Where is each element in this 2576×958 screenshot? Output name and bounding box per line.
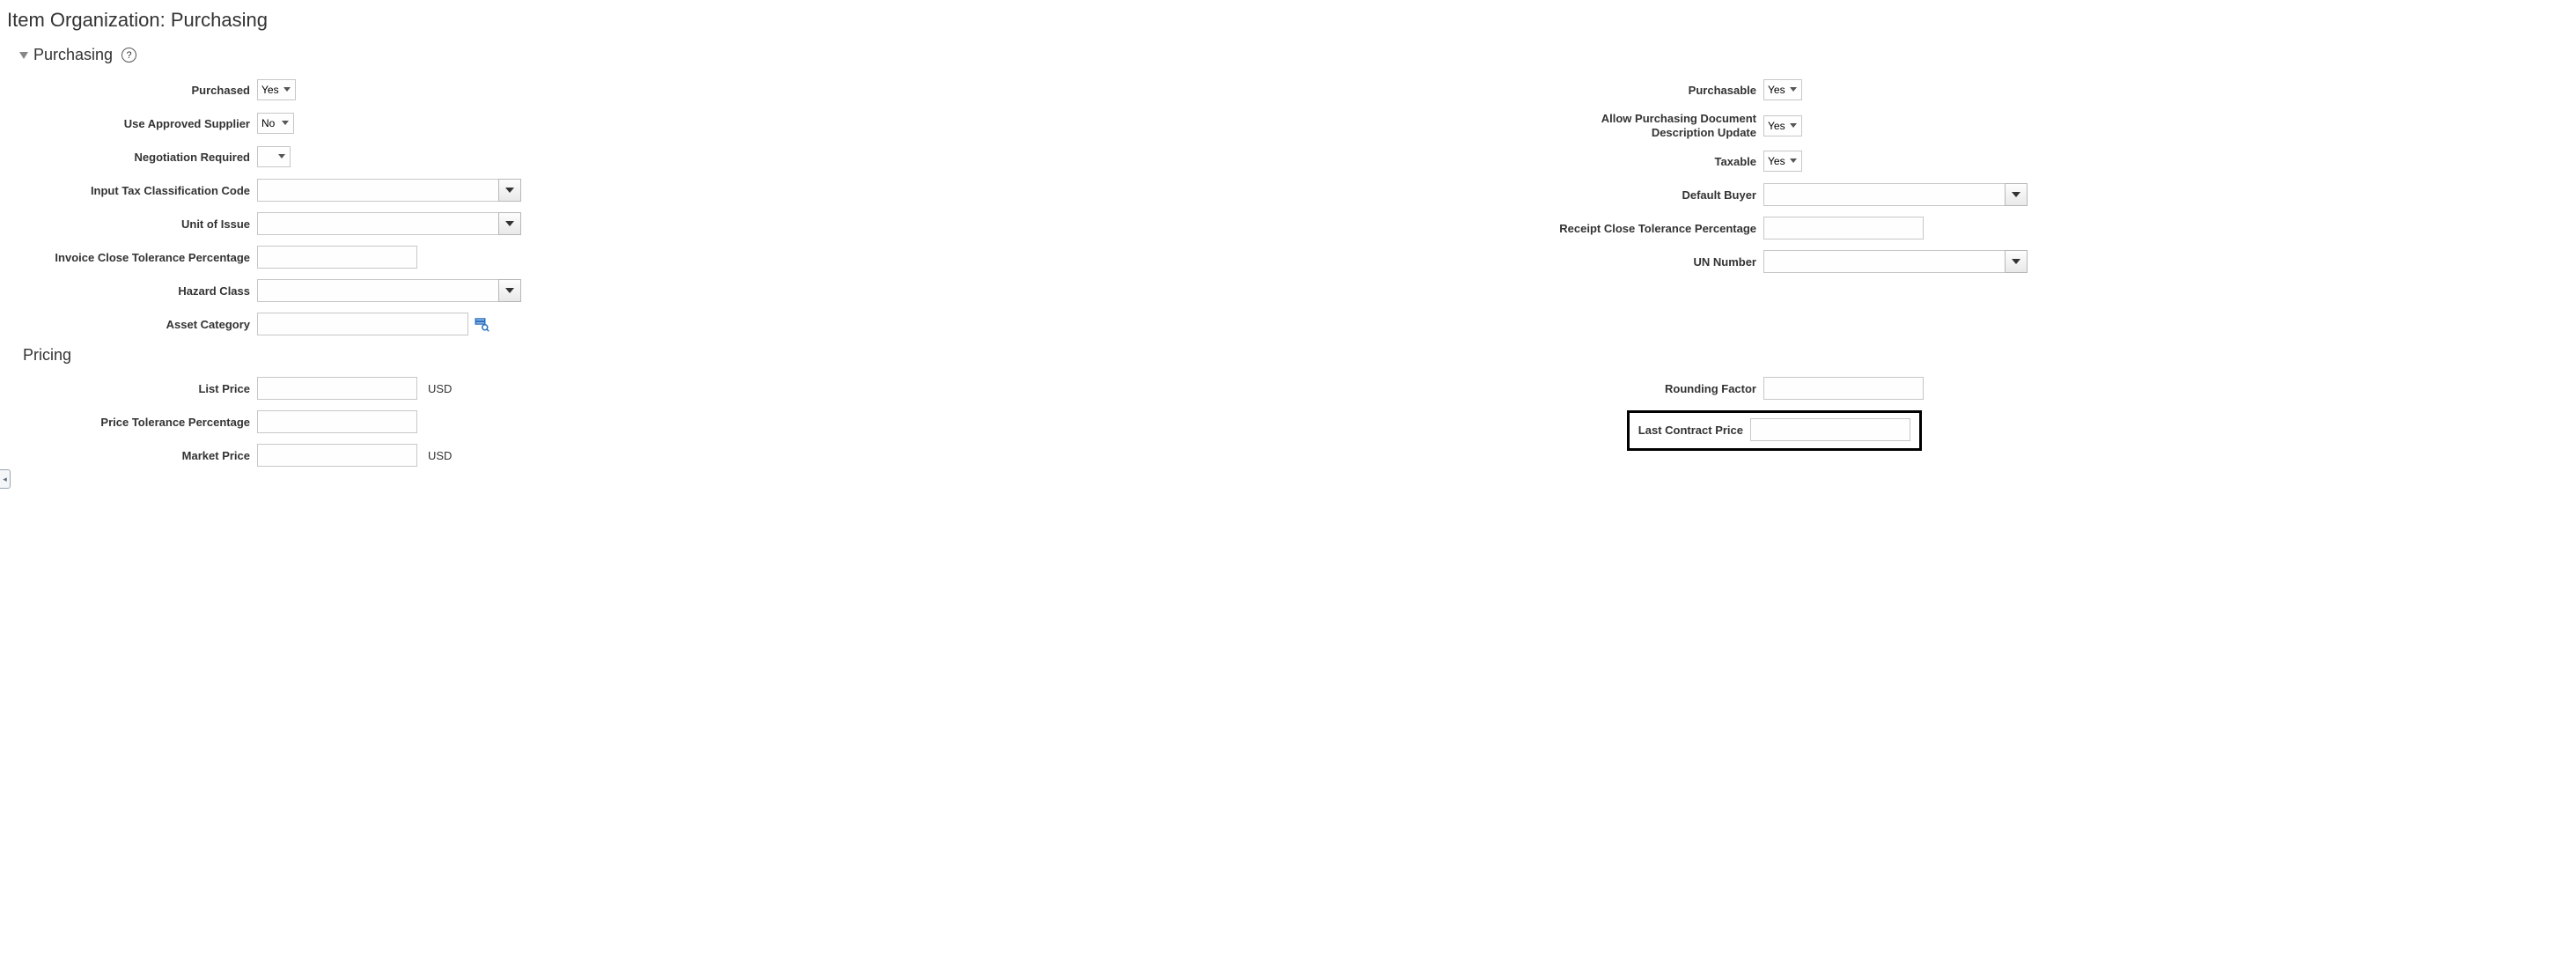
taxable-label: Taxable — [1288, 155, 1763, 168]
pricing-section-title: Pricing — [23, 346, 2569, 365]
default-buyer-input[interactable] — [1763, 183, 2005, 206]
unit-of-issue-label: Unit of Issue — [7, 217, 257, 231]
un-number-combo[interactable] — [1763, 250, 2028, 273]
collapse-icon — [19, 52, 28, 59]
page-title: Item Organization: Purchasing — [7, 9, 2569, 32]
hazard-class-label: Hazard Class — [7, 284, 257, 298]
last-contract-price-highlight: Last Contract Price — [1627, 410, 1922, 451]
unit-of-issue-dropdown-button[interactable] — [498, 212, 521, 235]
receipt-close-tol-label: Receipt Close Tolerance Percentage — [1288, 222, 1763, 235]
rounding-factor-input[interactable] — [1763, 377, 1924, 400]
hazard-class-input[interactable] — [257, 279, 498, 302]
price-tol-label: Price Tolerance Percentage — [7, 416, 257, 429]
chevron-down-icon — [2012, 259, 2020, 264]
purchased-select[interactable]: Yes — [257, 79, 296, 100]
allow-doc-desc-update-select[interactable]: Yes — [1763, 115, 1802, 136]
default-buyer-combo[interactable] — [1763, 183, 2028, 206]
default-buyer-label: Default Buyer — [1288, 188, 1763, 202]
market-price-currency: USD — [428, 449, 452, 462]
chevron-down-icon — [505, 221, 514, 226]
use-approved-supplier-select[interactable]: No — [257, 113, 294, 134]
search-lookup-icon[interactable] — [474, 316, 489, 332]
list-price-currency: USD — [428, 382, 452, 395]
negotiation-required-label: Negotiation Required — [7, 151, 257, 164]
rounding-factor-label: Rounding Factor — [1288, 382, 1763, 395]
un-number-dropdown-button[interactable] — [2005, 250, 2028, 273]
side-expand-handle[interactable]: ◂ — [0, 469, 11, 489]
un-number-input[interactable] — [1763, 250, 2005, 273]
purchasable-label: Purchasable — [1288, 84, 1763, 97]
receipt-close-tol-input[interactable] — [1763, 217, 1924, 240]
section-title: Purchasing — [33, 46, 113, 64]
asset-category-input[interactable] — [257, 313, 468, 335]
purchased-label: Purchased — [7, 84, 257, 97]
unit-of-issue-input[interactable] — [257, 212, 498, 235]
taxable-select[interactable]: Yes — [1763, 151, 1802, 172]
hazard-class-dropdown-button[interactable] — [498, 279, 521, 302]
input-tax-code-label: Input Tax Classification Code — [7, 184, 257, 197]
list-price-label: List Price — [7, 382, 257, 395]
un-number-label: UN Number — [1288, 255, 1763, 269]
market-price-label: Market Price — [7, 449, 257, 462]
purchasing-section-header[interactable]: Purchasing ? — [19, 46, 2569, 64]
asset-category-label: Asset Category — [7, 318, 257, 331]
market-price-input[interactable] — [257, 444, 417, 467]
invoice-close-tol-input[interactable] — [257, 246, 417, 269]
last-contract-price-input[interactable] — [1750, 418, 1910, 441]
allow-doc-desc-update-label: Allow Purchasing DocumentDescription Upd… — [1288, 112, 1763, 139]
chevron-down-icon — [2012, 192, 2020, 197]
unit-of-issue-combo[interactable] — [257, 212, 521, 235]
list-price-input[interactable] — [257, 377, 417, 400]
purchasable-select[interactable]: Yes — [1763, 79, 1802, 100]
use-approved-supplier-label: Use Approved Supplier — [7, 117, 257, 130]
chevron-down-icon — [505, 188, 514, 193]
chevron-down-icon — [505, 288, 514, 293]
help-icon[interactable]: ? — [121, 48, 136, 63]
input-tax-code-combo[interactable] — [257, 179, 521, 202]
input-tax-code-dropdown-button[interactable] — [498, 179, 521, 202]
input-tax-code-input[interactable] — [257, 179, 498, 202]
last-contract-price-label: Last Contract Price — [1630, 424, 1750, 437]
hazard-class-combo[interactable] — [257, 279, 521, 302]
negotiation-required-select[interactable] — [257, 146, 291, 167]
price-tol-input[interactable] — [257, 410, 417, 433]
default-buyer-dropdown-button[interactable] — [2005, 183, 2028, 206]
invoice-close-tol-label: Invoice Close Tolerance Percentage — [7, 251, 257, 264]
